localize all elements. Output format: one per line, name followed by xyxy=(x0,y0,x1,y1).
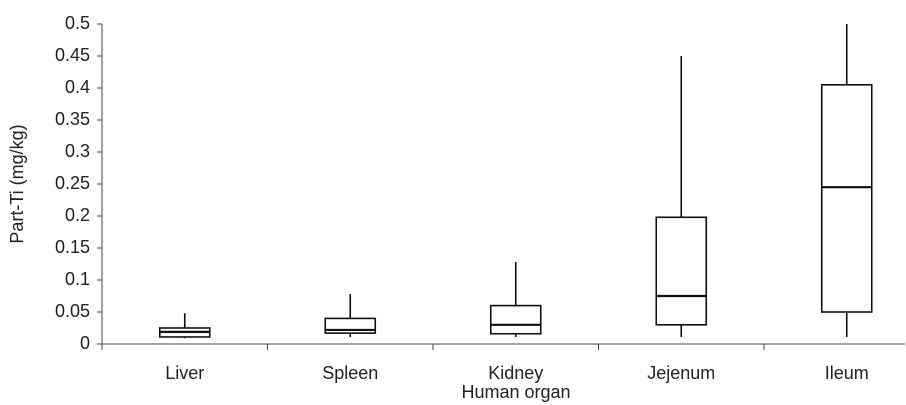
x-tick-label: Ileum xyxy=(825,363,869,383)
x-tick-label: Jejenum xyxy=(647,363,715,383)
y-axis-label: Part-Ti (mg/kg) xyxy=(7,124,27,243)
box xyxy=(655,216,708,326)
box xyxy=(489,304,542,335)
y-tick-label: 0.25 xyxy=(55,173,90,193)
y-tick-label: 0.05 xyxy=(55,301,90,321)
y-tick-label: 0.35 xyxy=(55,109,90,129)
box xyxy=(820,84,873,313)
y-tick-label: 0.4 xyxy=(65,77,90,97)
x-axis-label: Human organ xyxy=(461,382,570,402)
y-tick-label: 0.5 xyxy=(65,13,90,33)
x-tick-label: Spleen xyxy=(322,363,378,383)
y-tick-label: 0.45 xyxy=(55,45,90,65)
y-tick-label: 0.3 xyxy=(65,141,90,161)
x-tick-label: Liver xyxy=(165,363,204,383)
y-tick-label: 0.2 xyxy=(65,205,90,225)
y-tick-label: 0.15 xyxy=(55,237,90,257)
y-tick-label: 0 xyxy=(80,333,90,353)
x-tick-label: Kidney xyxy=(488,363,543,383)
y-tick-label: 0.1 xyxy=(65,269,90,289)
